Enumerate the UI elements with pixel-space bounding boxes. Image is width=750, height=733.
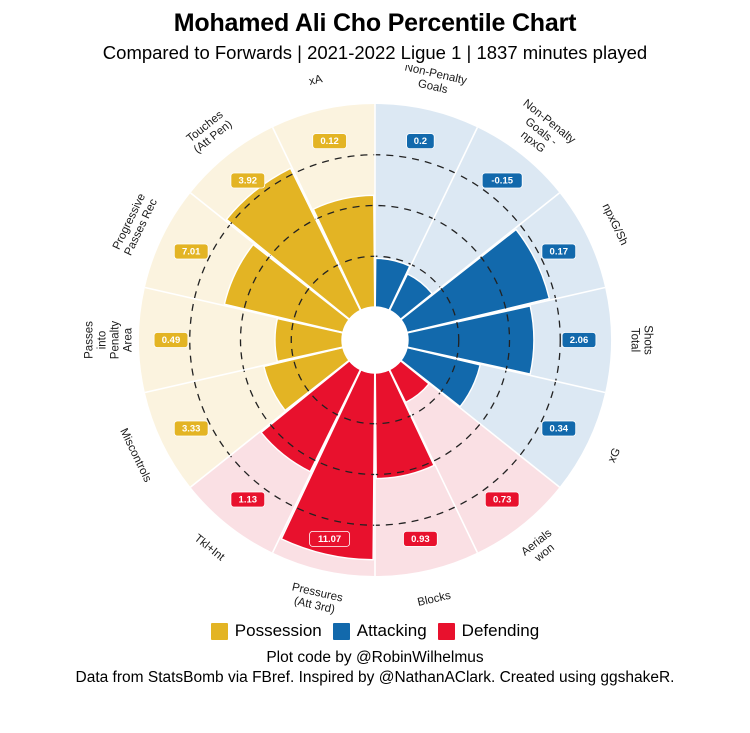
slice-label: Tkl+Int xyxy=(192,532,227,564)
chart-center-hole xyxy=(342,307,408,373)
sector-background xyxy=(375,104,478,311)
sector-divider xyxy=(144,286,344,334)
value-badge-bg xyxy=(173,420,209,437)
value-badge: 0.2 xyxy=(406,133,435,150)
slice-label: ProgressivePasses Rec xyxy=(111,191,160,257)
sector-divider xyxy=(271,127,362,311)
sector-divider xyxy=(271,369,362,553)
slice-label: Blocks xyxy=(416,590,452,609)
footer-credit-line: Plot code by @RobinWilhelmus xyxy=(266,649,484,666)
sector-divider xyxy=(400,192,561,321)
value-badge-bg xyxy=(541,420,577,437)
sector-divider xyxy=(406,286,606,334)
slice-label: PassesintoPenaltyArea xyxy=(84,321,135,360)
slice-label: Aerialswon xyxy=(519,527,562,569)
value-badge-bg xyxy=(561,332,597,348)
value-badge: 3.92 xyxy=(230,172,266,189)
slice-label: xG xyxy=(606,446,623,464)
page-title: Mohamed Ali Cho Percentile Chart xyxy=(173,9,577,37)
value-badge-text: 7.01 xyxy=(182,247,201,258)
value-badge: 3.33 xyxy=(173,420,209,437)
value-badge: 0.12 xyxy=(312,133,347,150)
slice-label: Touches(Att Pen) xyxy=(184,108,235,156)
value-badge-bg xyxy=(153,332,189,348)
value-badge: 7.01 xyxy=(173,243,209,260)
value-badge: 0.93 xyxy=(403,530,438,547)
sector-divider xyxy=(406,346,606,394)
legend-swatch-icon xyxy=(332,622,350,640)
value-badge: 2.06 xyxy=(561,332,597,348)
slice-label: ShotsTotal xyxy=(628,325,653,355)
legend-item-possession[interactable]: Possession xyxy=(210,621,322,641)
value-badge: 0.73 xyxy=(484,491,520,508)
slice-label: xA xyxy=(308,73,324,88)
value-badge-text: 3.33 xyxy=(182,424,201,435)
value-badge-text: 1.13 xyxy=(239,495,258,506)
value-badge-text: 0.34 xyxy=(550,424,569,435)
value-badge-bg xyxy=(309,530,351,547)
value-badge-bg xyxy=(230,172,266,189)
value-badge: 0.34 xyxy=(541,420,577,437)
value-badge: 11.07 xyxy=(309,530,351,547)
value-badge-text: 0.12 xyxy=(320,136,339,147)
sector-divider xyxy=(144,346,344,394)
value-badge-bg xyxy=(230,491,266,508)
value-badge: -0.15 xyxy=(481,172,523,189)
chart-header: Mohamed Ali Cho Percentile Chart Compare… xyxy=(0,6,750,65)
percentile-bar[interactable] xyxy=(225,167,362,321)
slice-label: npxG/Sh xyxy=(600,202,630,248)
sector-divider xyxy=(388,369,479,553)
value-badge-text: 3.92 xyxy=(239,176,258,187)
value-badge-bg xyxy=(406,133,435,150)
sector-divider xyxy=(388,127,479,311)
value-badge-bg xyxy=(173,243,209,260)
slice-label: Non-PenaltyGoals xyxy=(401,65,469,100)
legend-swatch-icon xyxy=(437,622,455,640)
chart-subtitle: Compared to Forwards | 2021-2022 Ligue 1… xyxy=(102,42,648,63)
legend-item-defending[interactable]: Defending xyxy=(437,621,540,641)
slice-label: Pressures(Att 3rd) xyxy=(288,581,344,617)
value-badge-bg xyxy=(403,530,438,547)
percentile-bar[interactable] xyxy=(280,368,376,561)
value-badge-text: 11.07 xyxy=(318,534,341,545)
grid-rings xyxy=(144,104,606,576)
legend-item-label: Defending xyxy=(461,621,540,640)
value-badge-bg xyxy=(541,243,577,260)
legend-item-label: Attacking xyxy=(356,621,427,640)
value-badge-text: 2.06 xyxy=(570,335,589,346)
chart-legend: Possession Attacking Defending xyxy=(0,621,750,641)
value-badge-text: 0.17 xyxy=(550,247,569,258)
chart-footer: Plot code by @RobinWilhelmus Data from S… xyxy=(0,648,750,688)
value-badge-bg xyxy=(484,491,520,508)
legend-swatch-icon xyxy=(210,622,228,640)
value-badge-text: 0.93 xyxy=(411,534,430,545)
legend-item-attacking[interactable]: Attacking xyxy=(332,621,427,641)
value-badge-text: 0.2 xyxy=(414,136,427,147)
value-badge-bg xyxy=(481,172,523,189)
value-badge-bg xyxy=(312,133,347,150)
footer-source-line: Data from StatsBomb via FBref. Inspired … xyxy=(75,669,675,686)
percentile-bars xyxy=(223,167,551,561)
slice-label: Miscontrols xyxy=(117,427,153,485)
sector-divider xyxy=(189,192,350,321)
value-badge-text: -0.15 xyxy=(491,176,513,187)
value-badge: 1.13 xyxy=(230,491,266,508)
value-badge-text: 0.73 xyxy=(493,495,512,506)
sector-divider xyxy=(189,359,350,488)
legend-item-label: Possession xyxy=(234,621,322,640)
value-badge: 0.17 xyxy=(541,243,577,260)
polar-chart-area: Non-PenaltyGoals Non-PenaltyGoals -npxG np… xyxy=(0,65,750,625)
value-badge-text: 0.49 xyxy=(162,335,181,346)
value-badges: 0.2 -0.15 0.17 2.06 0.34 0.73 0.93 11.07 1.13 3.3… xyxy=(153,133,597,547)
sector-divider xyxy=(400,359,561,488)
value-badge: 0.49 xyxy=(153,332,189,348)
